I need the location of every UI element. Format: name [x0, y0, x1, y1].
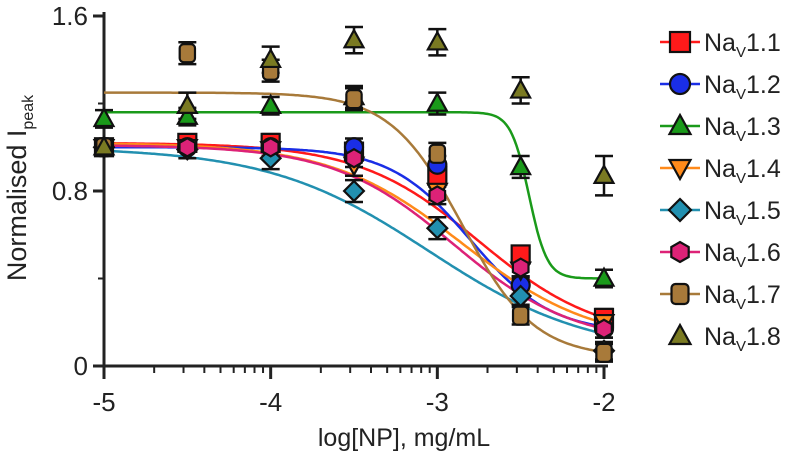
legend-label-sub: V — [736, 296, 746, 313]
legend-label-tail: 1.5 — [746, 197, 781, 225]
y-axis-label: Normalised Ipeak — [2, 94, 37, 281]
data-point — [178, 137, 197, 158]
legend-label-main: Na — [704, 113, 736, 141]
data-point — [428, 185, 447, 206]
legend-item: NaV1.2 — [660, 71, 781, 103]
legend-label-sub: V — [736, 128, 746, 145]
data-point — [345, 147, 363, 169]
x-tick-label: -5 — [92, 387, 115, 417]
data-point — [668, 30, 692, 54]
legend-label-main: Na — [704, 323, 736, 351]
legend-label: NaV1.8 — [704, 323, 781, 355]
data-point — [667, 112, 693, 136]
data-point — [592, 163, 616, 184]
x-tick-label: -4 — [259, 387, 282, 417]
data-point — [176, 93, 199, 114]
data-point — [670, 282, 690, 306]
y-axis-label-main: Normalised I — [2, 130, 32, 282]
data-point — [261, 137, 280, 158]
legend-label: NaV1.3 — [704, 113, 781, 145]
legend-label-tail: 1.3 — [746, 113, 781, 141]
legend-item: NaV1.3 — [660, 112, 781, 145]
data-point — [511, 257, 530, 278]
legend: NaV1.1NaV1.2NaV1.3NaV1.4NaV1.5NaV1.6NaV1… — [660, 29, 781, 355]
legend-item: NaV1.4 — [660, 155, 781, 187]
x-axis-label: log[NP], mg/mL — [318, 424, 490, 452]
x-tick-label: -2 — [592, 387, 615, 417]
y-axis-label-sub: peak — [20, 94, 37, 130]
legend-label-main: Na — [704, 155, 736, 183]
legend-label: NaV1.5 — [704, 197, 781, 229]
legend-label-main: Na — [704, 197, 736, 225]
legend-item: NaV1.8 — [667, 322, 781, 355]
data-point — [425, 216, 449, 240]
legend-label: NaV1.6 — [704, 239, 781, 271]
y-tick-label: 0 — [74, 351, 88, 381]
data-point — [667, 158, 693, 182]
data-point — [595, 342, 613, 363]
legend-label-sub: V — [736, 170, 746, 187]
y-tick-label: 0.8 — [52, 176, 88, 206]
legend-item: NaV1.1 — [660, 29, 781, 61]
legend-label-tail: 1.2 — [746, 71, 781, 99]
legend-label-sub: V — [736, 212, 746, 229]
legend-label-sub: V — [736, 44, 746, 61]
legend-label-main: Na — [704, 281, 736, 309]
legend-label-main: Na — [704, 71, 736, 99]
legend-label-main: Na — [704, 29, 736, 57]
legend-label: NaV1.1 — [704, 29, 781, 61]
data-point — [668, 72, 692, 96]
data-point — [667, 197, 693, 223]
data-point — [667, 322, 693, 346]
legend-label-sub: V — [736, 86, 746, 103]
data-point — [342, 179, 366, 203]
legend-label: NaV1.2 — [704, 71, 781, 103]
legend-label-sub: V — [736, 338, 746, 355]
data-point — [509, 154, 532, 176]
legend-item: NaV1.5 — [660, 197, 781, 229]
x-tick-label: -3 — [426, 387, 449, 417]
legend-item: NaV1.7 — [660, 281, 781, 313]
legend-label-tail: 1.7 — [746, 281, 781, 309]
data-point — [345, 89, 363, 110]
data-points — [92, 27, 616, 363]
legend-label-sub: V — [736, 254, 746, 271]
data-point — [509, 78, 532, 99]
data-point — [176, 104, 199, 125]
legend-item: NaV1.6 — [660, 239, 781, 271]
data-point — [92, 135, 116, 156]
data-point — [670, 240, 690, 264]
data-point — [595, 318, 613, 340]
legend-label-tail: 1.4 — [746, 155, 781, 183]
data-point — [426, 91, 449, 112]
legend-label: NaV1.4 — [704, 155, 781, 187]
legend-label-main: Na — [704, 239, 736, 267]
legend-label-tail: 1.8 — [746, 323, 781, 351]
legend-label-tail: 1.1 — [746, 29, 781, 57]
data-point — [259, 93, 282, 114]
axes: 0 0.8 1.6 -5 -4 -3 -2 — [52, 1, 616, 417]
data-point — [592, 266, 616, 287]
data-point — [259, 47, 282, 69]
data-point — [342, 27, 366, 49]
legend-label-tail: 1.6 — [746, 239, 781, 267]
data-point — [92, 106, 116, 128]
y-tick-label: 1.6 — [52, 1, 88, 31]
data-point — [511, 305, 530, 326]
legend-label: NaV1.7 — [704, 281, 781, 313]
data-point — [178, 43, 197, 64]
data-point — [428, 143, 447, 164]
data-point — [426, 30, 449, 51]
